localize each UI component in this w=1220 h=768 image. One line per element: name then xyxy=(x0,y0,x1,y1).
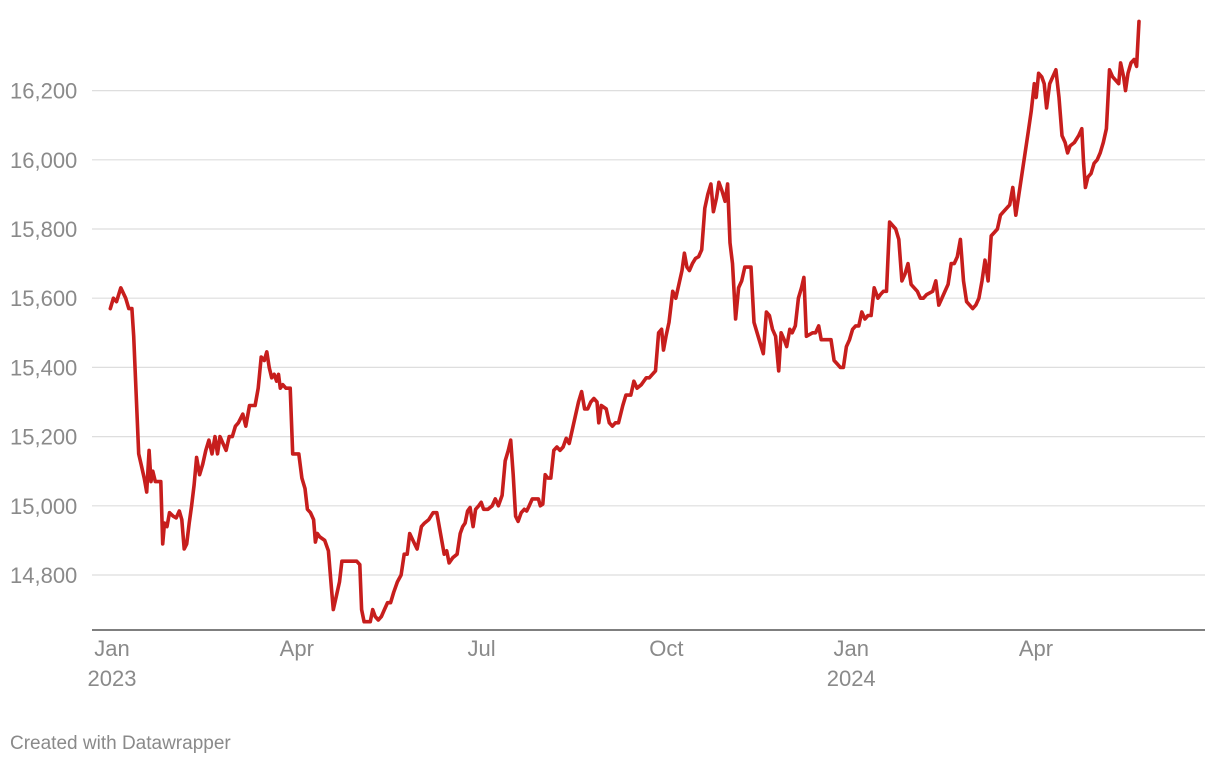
y-tick-label: 15,200 xyxy=(10,425,77,450)
y-tick-label: 14,800 xyxy=(10,563,77,588)
series-layer xyxy=(108,19,1141,624)
x-tick-year: 2023 xyxy=(88,666,137,691)
x-tick-year: 2024 xyxy=(827,666,876,691)
datawrapper-credit: Created with Datawrapper xyxy=(10,733,231,754)
x-tick-label: Jan xyxy=(833,636,868,661)
y-tick-label: 15,800 xyxy=(10,217,77,242)
series-line-0 xyxy=(108,19,1141,624)
y-tick-label: 16,200 xyxy=(10,79,77,104)
x-tick-label: Oct xyxy=(649,636,683,661)
y-tick-label: 15,600 xyxy=(10,286,77,311)
y-tick-label: 15,400 xyxy=(10,355,77,380)
line-chart: 14,800 15,000 15,200 15,400 15,600 15,800 16,0… xyxy=(10,19,1205,691)
x-tick-label: Apr xyxy=(1019,636,1053,661)
x-tick-label: Jul xyxy=(468,636,496,661)
y-tick-label: 15,000 xyxy=(10,494,77,519)
y-tick-label: 16,000 xyxy=(10,148,77,173)
x-tick-label: Apr xyxy=(280,636,314,661)
y-axis-tick-labels: 14,800 15,000 15,200 15,400 15,600 15,800 16,0… xyxy=(10,79,77,588)
x-tick-label: Jan xyxy=(94,636,129,661)
gridlines xyxy=(92,89,1205,576)
x-axis-tick-labels: Jan 2023 Apr Jul Oct Jan 2024 Apr xyxy=(88,636,1054,691)
